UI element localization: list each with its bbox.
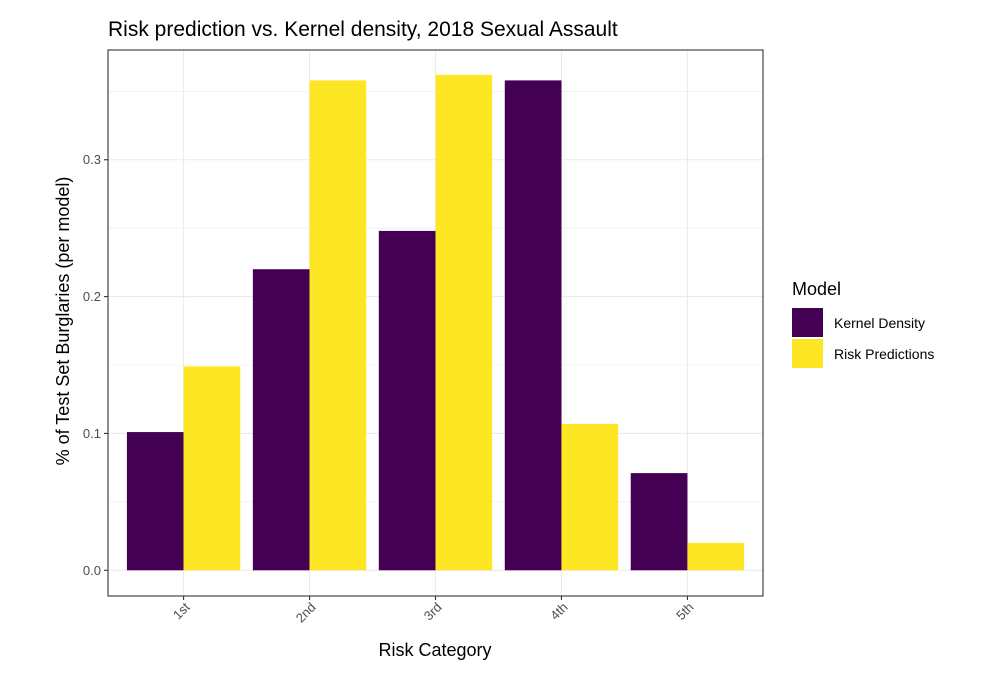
legend-key-risk-predictions: [792, 339, 823, 368]
bar-kernel-density-3rd: [378, 230, 436, 571]
y-tick-label: 0.0: [83, 563, 101, 578]
y-tick-label: 0.2: [83, 289, 101, 304]
legend-title: Model: [792, 279, 841, 299]
x-tick-label: 1st: [170, 599, 193, 622]
x-tick-label: 4th: [547, 600, 570, 623]
x-axis: 1st 2nd 3rd 4th 5th: [170, 596, 697, 625]
y-axis-title: % of Test Set Burglaries (per model): [53, 177, 73, 466]
x-axis-title: Risk Category: [378, 640, 491, 660]
legend-label-risk-predictions: Risk Predictions: [834, 346, 934, 362]
x-tick-label: 3rd: [421, 600, 445, 624]
x-tick-label: 5th: [673, 600, 696, 623]
legend-label-kernel-density: Kernel Density: [834, 315, 925, 331]
legend-key-kernel-density: [792, 308, 823, 337]
bar-risk-predictions-2nd: [309, 80, 367, 571]
bars: [126, 74, 745, 571]
bar-kernel-density-2nd: [252, 269, 310, 571]
bar-kernel-density-1st: [126, 432, 184, 571]
chart-title: Risk prediction vs. Kernel density, 2018…: [108, 18, 618, 41]
legend: Model Kernel Density Risk Predictions: [792, 279, 934, 368]
bar-kernel-density-4th: [504, 80, 562, 571]
y-axis: 0.0 0.1 0.2 0.3: [83, 152, 108, 578]
bar-kernel-density-5th: [630, 473, 688, 571]
y-tick-label: 0.1: [83, 426, 101, 441]
bar-risk-predictions-4th: [561, 423, 619, 571]
bar-risk-predictions-3rd: [435, 74, 493, 571]
bar-risk-predictions-1st: [183, 366, 241, 571]
y-tick-label: 0.3: [83, 152, 101, 167]
x-tick-label: 2nd: [293, 600, 319, 626]
bar-risk-predictions-5th: [687, 542, 745, 571]
